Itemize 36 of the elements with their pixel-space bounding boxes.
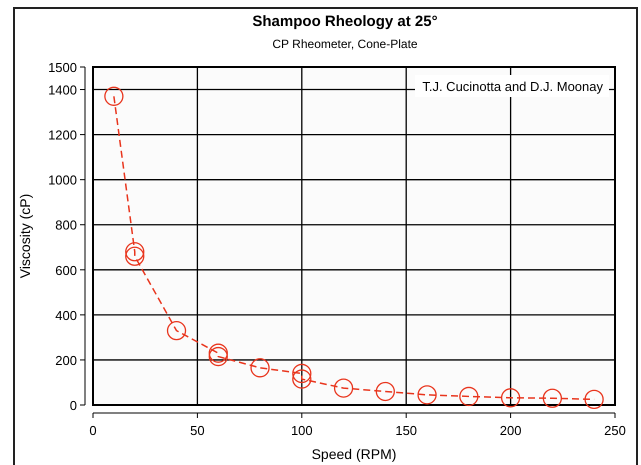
y-axis-title: Viscosity (cP): [17, 194, 33, 278]
y-tick-label: 600: [55, 262, 77, 278]
y-tick-label: 1000: [48, 172, 77, 188]
point: [208, 346, 228, 366]
y-tick-label: 1400: [48, 82, 77, 98]
point: [500, 388, 520, 408]
chart-subtitle: CP Rheometer, Cone-Plate: [272, 37, 418, 51]
x-tick-label: 50: [190, 423, 205, 438]
y-tick-label: 1200: [48, 128, 77, 143]
point: [292, 369, 312, 389]
x-tick-label: 100: [290, 423, 313, 438]
point: [104, 86, 124, 106]
y-tick-label: 400: [55, 308, 77, 323]
point: [417, 385, 437, 405]
point: [125, 246, 144, 266]
y-tick-label: 800: [55, 218, 77, 233]
point: [334, 378, 354, 398]
x-tick-label: 250: [604, 423, 626, 438]
y-tick-label: 1500: [48, 60, 77, 75]
point: [292, 364, 312, 384]
x-axis-title: Speed (RPM): [312, 446, 396, 462]
point: [250, 358, 270, 378]
x-tick-label: 150: [395, 423, 418, 438]
chart-title: Shampoo Rheology at 25°: [252, 13, 438, 30]
point: [459, 386, 478, 406]
point: [542, 388, 562, 408]
y-tick-label: 200: [55, 352, 77, 368]
point: [208, 344, 228, 363]
point: [584, 390, 604, 410]
point: [376, 382, 395, 402]
x-tick-label: 0: [89, 423, 97, 438]
point: [166, 320, 186, 340]
point: [125, 242, 144, 262]
y-tick-label: 0: [70, 398, 77, 413]
x-tick-label: 200: [500, 423, 522, 438]
annotation: T.J. Cucinotta and D.J. Moonay: [422, 79, 604, 94]
